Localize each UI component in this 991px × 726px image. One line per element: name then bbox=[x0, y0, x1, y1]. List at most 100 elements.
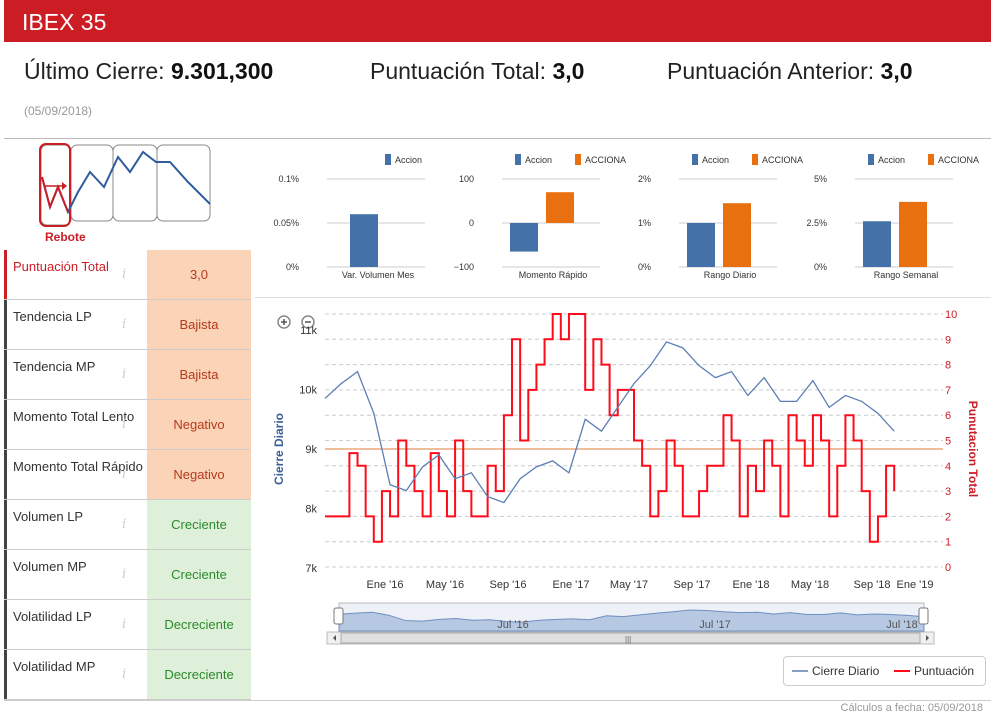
legend-label: Accion bbox=[395, 155, 422, 165]
pattern-line bbox=[41, 150, 211, 215]
metric-label: Volumen LP bbox=[4, 500, 147, 549]
x-tick-label: May '17 bbox=[610, 579, 648, 591]
metric-row: Momento Total Rápido i Negativo bbox=[4, 450, 251, 500]
mini-chart: Accion ACCIONA 100 0 −100 Momento Rápido bbox=[454, 154, 626, 280]
zoom-out-icon[interactable] bbox=[301, 315, 315, 329]
y-tick-label: 2.5% bbox=[806, 218, 827, 228]
y-tick-label: 0.1% bbox=[278, 174, 299, 184]
title-bar: IBEX 35 bbox=[4, 0, 991, 42]
metric-row: Tendencia MP i Bajista bbox=[4, 350, 251, 400]
metric-value: Decreciente bbox=[147, 600, 251, 649]
info-icon[interactable]: i bbox=[122, 367, 127, 382]
range-navigator[interactable]: Jul '16 Jul '17 Jul '18 bbox=[333, 602, 929, 632]
total-score-value: 3,0 bbox=[552, 58, 585, 84]
y-tick-label: 0% bbox=[638, 262, 651, 272]
mini-chart: Accion ACCIONA 5% 2.5% 0% Rango Semanal bbox=[806, 154, 979, 280]
bar-acciona bbox=[546, 192, 574, 223]
legend-label: Accion bbox=[702, 155, 729, 165]
legend-swatch bbox=[928, 154, 934, 165]
pattern-box bbox=[156, 144, 211, 222]
y2-tick-label: 3 bbox=[945, 486, 951, 498]
score-line bbox=[325, 313, 896, 543]
y2-tick-label: 1 bbox=[945, 537, 951, 549]
y-tick-label: 7k bbox=[305, 563, 317, 575]
metric-value: Decreciente bbox=[147, 650, 251, 699]
info-icon[interactable]: i bbox=[122, 267, 127, 282]
metric-row: Volatilidad MP i Decreciente bbox=[4, 650, 251, 700]
y2-axis-title: Punutacion Total bbox=[966, 401, 980, 497]
metric-label: Volatilidad MP bbox=[4, 650, 147, 699]
zoom-in-icon[interactable] bbox=[277, 315, 291, 329]
legend-label: Accion bbox=[878, 155, 905, 165]
scroll-right-icon[interactable] bbox=[926, 635, 929, 641]
y2-tick-label: 10 bbox=[945, 309, 957, 321]
legend-item-close[interactable]: Cierre Diario bbox=[812, 664, 880, 678]
navigator-label: Jul '16 bbox=[497, 619, 528, 631]
y-tick-label: 0% bbox=[286, 262, 299, 272]
legend-swatch bbox=[515, 154, 521, 165]
y-tick-label: 2% bbox=[638, 174, 651, 184]
navigator-handle-right[interactable] bbox=[918, 607, 929, 625]
info-icon[interactable]: i bbox=[122, 467, 127, 482]
x-tick-label: Sep '16 bbox=[490, 579, 527, 591]
bar-acciona bbox=[899, 201, 927, 267]
navigator-series bbox=[338, 609, 925, 632]
pattern-diagram bbox=[39, 143, 211, 227]
pattern-label: Rebote bbox=[45, 230, 86, 244]
metric-value: Bajista bbox=[147, 350, 251, 399]
close-date: (05/09/2018) bbox=[24, 104, 93, 118]
legend-swatch bbox=[575, 154, 581, 165]
bar-accion bbox=[863, 221, 891, 267]
metric-row: Volatilidad LP i Decreciente bbox=[4, 600, 251, 650]
legend-label: Accion bbox=[525, 155, 552, 165]
y2-tick-label: 4 bbox=[945, 461, 951, 473]
metric-label: Tendencia MP bbox=[4, 350, 147, 399]
previous-score-value: 3,0 bbox=[880, 58, 913, 84]
last-close-value: 9.301,300 bbox=[170, 58, 274, 84]
pattern-line-highlight bbox=[41, 176, 69, 213]
legend-item-score[interactable]: Puntuación bbox=[914, 664, 974, 678]
page-title: IBEX 35 bbox=[22, 9, 107, 35]
previous-score-label: Puntuación Anterior: bbox=[667, 58, 875, 84]
pattern-highlight bbox=[39, 143, 71, 227]
x-axis-label: Rango Semanal bbox=[874, 270, 939, 280]
y2-tick-label: 5 bbox=[945, 436, 951, 448]
x-tick-label: Ene '16 bbox=[367, 579, 404, 591]
divider bbox=[4, 138, 991, 139]
info-icon[interactable]: i bbox=[122, 567, 127, 582]
x-tick-label: Sep '18 bbox=[854, 579, 891, 591]
bar-acciona bbox=[723, 203, 751, 267]
x-tick-label: Ene '18 bbox=[733, 579, 770, 591]
y-tick-label: 8k bbox=[305, 504, 317, 516]
y-tick-label: 10k bbox=[299, 385, 317, 397]
x-tick-label: Sep '17 bbox=[674, 579, 711, 591]
navigator-handle-left[interactable] bbox=[333, 607, 344, 625]
mini-chart: Accion 0.1% 0.05% 0% Var. Volumen Mes bbox=[273, 154, 425, 280]
metric-row: Volumen LP i Creciente bbox=[4, 500, 251, 550]
x-tick-label: May '18 bbox=[791, 579, 829, 591]
mini-chart: Accion ACCIONA 2% 1% 0% Rango Diario bbox=[638, 154, 803, 280]
y2-tick-label: 8 bbox=[945, 360, 951, 372]
metric-value: Negativo bbox=[147, 450, 251, 499]
scroll-left-icon[interactable] bbox=[333, 635, 336, 641]
y-tick-label: −100 bbox=[454, 262, 474, 272]
metric-row: Puntuación Total i 3,0 bbox=[4, 250, 251, 300]
y2-tick-label: 6 bbox=[945, 410, 951, 422]
info-icon[interactable]: i bbox=[122, 617, 127, 632]
bar-accion bbox=[510, 223, 538, 252]
metric-label: Volatilidad LP bbox=[4, 600, 147, 649]
arrow-head-icon bbox=[62, 182, 67, 190]
metric-row: Tendencia LP i Bajista bbox=[4, 300, 251, 350]
scrollbar-thumb[interactable] bbox=[340, 632, 921, 644]
divider bbox=[4, 700, 991, 701]
info-icon[interactable]: i bbox=[122, 317, 127, 332]
info-icon[interactable]: i bbox=[122, 517, 127, 532]
legend-swatch bbox=[868, 154, 874, 165]
info-icon[interactable]: i bbox=[122, 667, 127, 682]
info-icon[interactable]: i bbox=[122, 417, 127, 432]
metric-label: Puntuación Total bbox=[4, 250, 147, 299]
metric-row: Momento Total Lento i Negativo bbox=[4, 400, 251, 450]
y-tick-label: 100 bbox=[459, 174, 474, 184]
